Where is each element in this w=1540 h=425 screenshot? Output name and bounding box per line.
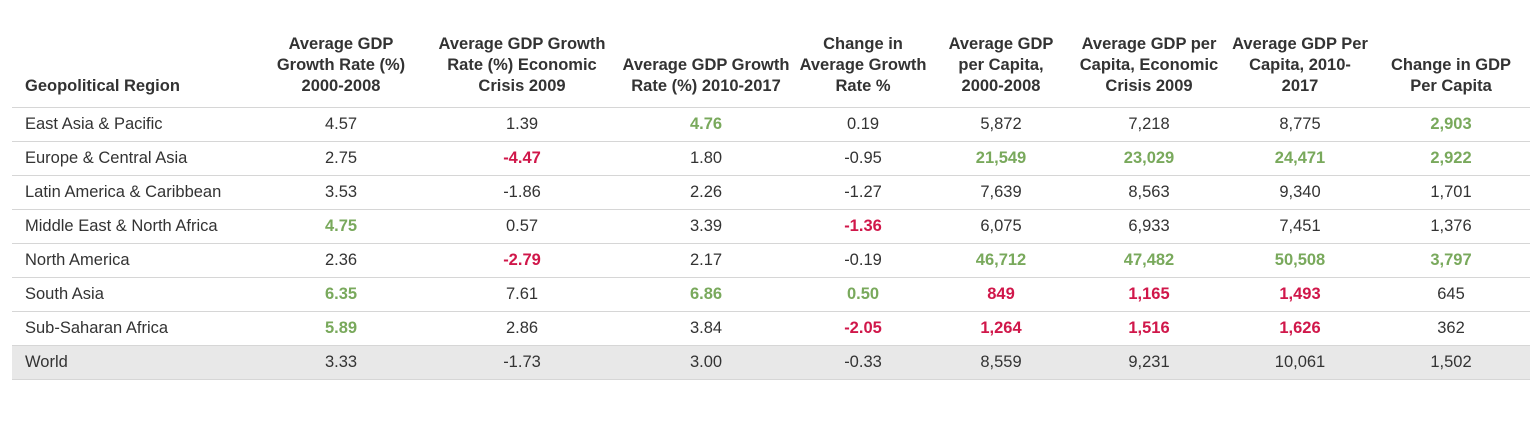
gdp-per-capita-2009-cell: 8,563 (1070, 175, 1228, 210)
region-cell: Latin America & Caribbean (12, 175, 256, 210)
table-row: Sub-Saharan Africa 5.89 2.86 3.84 -2.05 1,264… (12, 311, 1530, 346)
change-growth-rate-cell: 0.50 (794, 277, 932, 312)
gdp-growth-2009-cell: 7.61 (426, 277, 618, 312)
column-header-gdp-per-capita-2010-2017: Average GDP Per Capita, 2010-2017 (1228, 34, 1372, 108)
gdp-growth-2009-cell: -1.73 (426, 345, 618, 380)
gdp-growth-2000-2008-cell: 4.57 (256, 107, 426, 142)
gdp-per-capita-2010-2017-cell: 8,775 (1228, 107, 1372, 142)
change-gdp-per-capita-cell: 1,701 (1372, 175, 1530, 210)
table-row: North America 2.36 -2.79 2.17 -0.19 46,712 47,… (12, 243, 1530, 278)
gdp-per-capita-2010-2017-cell: 50,508 (1228, 243, 1372, 278)
gdp-growth-2010-2017-cell: 3.00 (618, 345, 794, 380)
gdp-per-capita-2009-cell: 7,218 (1070, 107, 1228, 142)
gdp-per-capita-2000-2008-cell: 6,075 (932, 209, 1070, 244)
gdp-growth-2010-2017-cell: 6.86 (618, 277, 794, 312)
gdp-per-capita-2000-2008-cell: 7,639 (932, 175, 1070, 210)
gdp-growth-2000-2008-cell: 5.89 (256, 311, 426, 346)
region-cell: Europe & Central Asia (12, 141, 256, 176)
table-row-world-summary: World 3.33 -1.73 3.00 -0.33 8,559 9,231 10,061 1… (12, 345, 1530, 380)
gdp-growth-2009-cell: -2.79 (426, 243, 618, 278)
column-header-gdp-per-capita-2009: Average GDP per Capita, Economic Crisis … (1070, 34, 1228, 108)
gdp-per-capita-2009-cell: 47,482 (1070, 243, 1228, 278)
gdp-per-capita-2009-cell: 6,933 (1070, 209, 1228, 244)
change-growth-rate-cell: -2.05 (794, 311, 932, 346)
gdp-growth-2010-2017-cell: 3.39 (618, 209, 794, 244)
gdp-per-capita-2009-cell: 1,165 (1070, 277, 1228, 312)
change-gdp-per-capita-cell: 2,922 (1372, 141, 1530, 176)
gdp-growth-2000-2008-cell: 3.53 (256, 175, 426, 210)
gdp-per-capita-2000-2008-cell: 46,712 (932, 243, 1070, 278)
gdp-table-container: Geopolitical Region Average GDP Growth Ra… (12, 34, 1530, 380)
column-header-change-growth-rate: Change in Average Growth Rate % (794, 34, 932, 108)
gdp-growth-2010-2017-cell: 1.80 (618, 141, 794, 176)
gdp-per-capita-2009-cell: 1,516 (1070, 311, 1228, 346)
table-row: Middle East & North Africa 4.75 0.57 3.39 -1… (12, 209, 1530, 244)
column-header-gdp-growth-2009: Average GDP Growth Rate (%) Economic Cri… (426, 34, 618, 108)
gdp-per-capita-2010-2017-cell: 24,471 (1228, 141, 1372, 176)
column-header-gdp-growth-2010-2017: Average GDP Growth Rate (%) 2010-2017 (618, 34, 794, 108)
gdp-growth-2009-cell: -4.47 (426, 141, 618, 176)
gdp-growth-2009-cell: 2.86 (426, 311, 618, 346)
header-row: Geopolitical Region Average GDP Growth Ra… (12, 34, 1530, 108)
gdp-per-capita-2000-2008-cell: 5,872 (932, 107, 1070, 142)
gdp-growth-table: Geopolitical Region Average GDP Growth Ra… (12, 34, 1530, 380)
gdp-per-capita-2009-cell: 23,029 (1070, 141, 1228, 176)
gdp-per-capita-2010-2017-cell: 1,493 (1228, 277, 1372, 312)
column-header-gdp-per-capita-2000-2008: Average GDP per Capita, 2000-2008 (932, 34, 1070, 108)
gdp-per-capita-2010-2017-cell: 1,626 (1228, 311, 1372, 346)
table-row: East Asia & Pacific 4.57 1.39 4.76 0.19 5,872… (12, 107, 1530, 142)
gdp-growth-2009-cell: -1.86 (426, 175, 618, 210)
column-header-change-gdp-per-capita: Change in GDP Per Capita (1372, 34, 1530, 108)
gdp-per-capita-2010-2017-cell: 10,061 (1228, 345, 1372, 380)
gdp-growth-2000-2008-cell: 6.35 (256, 277, 426, 312)
change-growth-rate-cell: 0.19 (794, 107, 932, 142)
gdp-growth-2009-cell: 1.39 (426, 107, 618, 142)
table-row: Latin America & Caribbean 3.53 -1.86 2.26 -1… (12, 175, 1530, 210)
gdp-growth-2010-2017-cell: 3.84 (618, 311, 794, 346)
gdp-per-capita-2010-2017-cell: 9,340 (1228, 175, 1372, 210)
gdp-per-capita-2009-cell: 9,231 (1070, 345, 1228, 380)
gdp-growth-2000-2008-cell: 2.36 (256, 243, 426, 278)
change-growth-rate-cell: -1.36 (794, 209, 932, 244)
gdp-per-capita-2000-2008-cell: 8,559 (932, 345, 1070, 380)
change-growth-rate-cell: -0.95 (794, 141, 932, 176)
table-row: South Asia 6.35 7.61 6.86 0.50 849 1,165 1,493 6… (12, 277, 1530, 312)
change-growth-rate-cell: -0.33 (794, 345, 932, 380)
region-cell: Middle East & North Africa (12, 209, 256, 244)
gdp-per-capita-2000-2008-cell: 1,264 (932, 311, 1070, 346)
gdp-growth-2000-2008-cell: 3.33 (256, 345, 426, 380)
region-cell: East Asia & Pacific (12, 107, 256, 142)
gdp-growth-2010-2017-cell: 4.76 (618, 107, 794, 142)
column-header-gdp-growth-2000-2008: Average GDP Growth Rate (%) 2000-2008 (256, 34, 426, 108)
table-body: East Asia & Pacific 4.57 1.39 4.76 0.19 5,872… (12, 107, 1530, 380)
table-header: Geopolitical Region Average GDP Growth Ra… (12, 34, 1530, 108)
region-cell: Sub-Saharan Africa (12, 311, 256, 346)
gdp-per-capita-2000-2008-cell: 849 (932, 277, 1070, 312)
region-cell: World (12, 345, 256, 380)
region-cell: South Asia (12, 277, 256, 312)
gdp-per-capita-2000-2008-cell: 21,549 (932, 141, 1070, 176)
change-gdp-per-capita-cell: 362 (1372, 311, 1530, 346)
change-gdp-per-capita-cell: 1,502 (1372, 345, 1530, 380)
table-row: Europe & Central Asia 2.75 -4.47 1.80 -0.95 2… (12, 141, 1530, 176)
gdp-growth-2000-2008-cell: 2.75 (256, 141, 426, 176)
change-growth-rate-cell: -0.19 (794, 243, 932, 278)
gdp-growth-2000-2008-cell: 4.75 (256, 209, 426, 244)
column-header-region: Geopolitical Region (12, 34, 256, 108)
change-gdp-per-capita-cell: 2,903 (1372, 107, 1530, 142)
gdp-growth-2009-cell: 0.57 (426, 209, 618, 244)
gdp-per-capita-2010-2017-cell: 7,451 (1228, 209, 1372, 244)
change-growth-rate-cell: -1.27 (794, 175, 932, 210)
change-gdp-per-capita-cell: 3,797 (1372, 243, 1530, 278)
change-gdp-per-capita-cell: 1,376 (1372, 209, 1530, 244)
region-cell: North America (12, 243, 256, 278)
gdp-growth-2010-2017-cell: 2.26 (618, 175, 794, 210)
gdp-growth-2010-2017-cell: 2.17 (618, 243, 794, 278)
change-gdp-per-capita-cell: 645 (1372, 277, 1530, 312)
